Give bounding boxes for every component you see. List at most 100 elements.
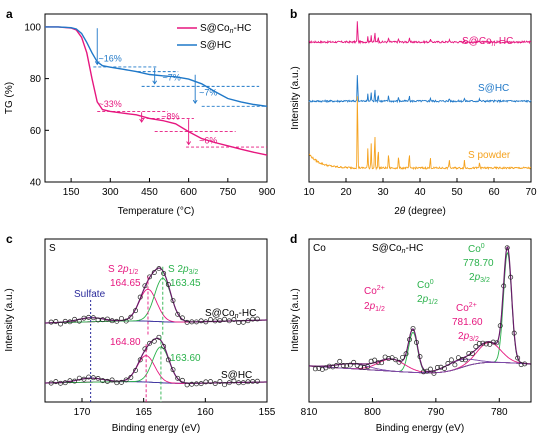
data-point-c [100,378,106,384]
data-point-c [133,308,138,314]
data-point-c [53,319,59,324]
data-point-d [434,365,440,370]
data-point-c [175,375,181,381]
data-point-d [424,368,430,374]
ticks-c: 170 165 160 155 [74,398,276,418]
x-tick-label-d: 780 [491,407,508,418]
data-point-d [494,340,500,346]
data-point-d [337,358,343,364]
data-point-c [62,380,68,386]
data-point-d [365,364,371,370]
data-point-d [445,360,451,366]
annotation-ann1-a: ~16% [99,54,122,64]
annotation-ann3-a: ~7% [199,87,217,97]
data-point-d [414,339,419,345]
y-tick-label-a: 80 [30,74,42,85]
data-point-c [137,294,143,300]
data-point-c [81,376,87,382]
data-point-d [501,283,507,289]
data-point-c [95,317,101,323]
data-point-c [236,320,242,325]
panel-b: b 10 20 30 40 50 60 70 2θ (degree) Intensity (… [290,7,537,217]
data-point-d [386,356,392,361]
data-point-d [504,245,510,251]
x-tick-label-b: 70 [525,187,537,198]
data-point-c [90,315,96,321]
data-point-c [147,340,153,346]
panel-a: a 150 300 450 600 750 900 40 60 80 100 ~16% ~7% ~7%… [4,7,276,217]
data-point-c [179,315,185,321]
series-a [45,26,268,156]
data-point-c [198,381,204,387]
data-point-c [184,319,190,325]
data-point-d [515,355,521,361]
label-co0-2p12: Co0 [417,279,434,291]
sample-label-s-hc-c: S@HC [221,370,252,381]
x-axis-label-d: Binding energy (eV) [376,423,464,434]
data-point-c [226,380,232,386]
x-tick-label-a: 450 [141,187,158,198]
plot-frame-a [44,13,268,183]
data-point-c [240,380,246,386]
label-co2-2p32: Co2+ [456,302,477,314]
ticks-a: 150 300 450 600 750 900 40 60 80 100 [24,22,275,198]
label-co0-2p32-value: 778.70 [463,258,494,269]
ticks-d: 810 800 790 780 [301,398,508,418]
data-point-c [250,379,256,384]
series-line-s-co-hc-a [45,26,268,156]
data-point-c [48,319,54,325]
x-tick-label-b: 20 [340,187,352,198]
plot-frame-d [308,238,532,403]
data-point-d [312,366,318,372]
label-co2-2p32-orbital: 2p3/2 [458,331,479,343]
data-point-d [462,357,468,363]
data-point-c [170,298,176,303]
data-point-d [497,323,503,329]
data-point-d [340,363,346,368]
data-point-d [511,330,517,336]
x-axis-label-c: Binding energy (eV) [112,423,200,434]
data-point-d [428,366,433,372]
panel-d: d Co S@Con-HC 810 800 790 780 Binding energ… [290,232,532,434]
data-point-c [236,380,242,386]
arrow-a-head [94,61,100,66]
data-point-c [67,319,73,325]
x-tick-label-d: 800 [364,407,381,418]
sample-label-s-co-hc-c: S@Con-HC [205,308,256,320]
data-point-c [222,316,228,322]
data-point-c [203,379,209,385]
data-point-c [151,338,157,344]
series-line-s-powder-b [308,96,531,171]
data-point-c [165,282,171,287]
data-point-c [123,318,129,324]
x-tick-label-b: 60 [488,187,500,198]
data-point-d [480,340,486,346]
x-axis-label-a: Temperature (°C) [118,206,195,217]
series-line-s-hc-b [308,75,532,104]
peak-label-s2p12: S 2p1/2 [108,264,138,276]
component-co0-2p12-d [309,332,531,374]
annotations-a: ~16% ~7% ~7% ~33% ~8% ~6% [93,28,267,148]
data-point-c [254,316,260,322]
data-point-c [104,316,110,322]
data-point-c [198,318,204,324]
data-point-c [76,375,82,381]
data-point-c [123,377,129,383]
arrow-a-head [152,80,158,85]
x-tick-label-a: 300 [102,187,119,198]
legend-label-s-hc: S@HC [200,40,231,51]
data-point-c [189,319,195,325]
panel-label-d: d [290,232,297,246]
data-point-d [344,363,350,369]
x-tick-label-b: 40 [414,187,426,198]
panel-label-c: c [6,232,13,246]
x-tick-label-d: 810 [301,407,318,418]
data-point-d [333,363,339,369]
envelope-line-d [309,246,531,373]
x-tick-label-c: 155 [259,407,276,418]
x-tick-label-b: 50 [451,187,463,198]
annotation-ann2-a: ~7% [163,73,181,83]
data-point-c [203,319,209,325]
data-point-d [487,341,493,347]
